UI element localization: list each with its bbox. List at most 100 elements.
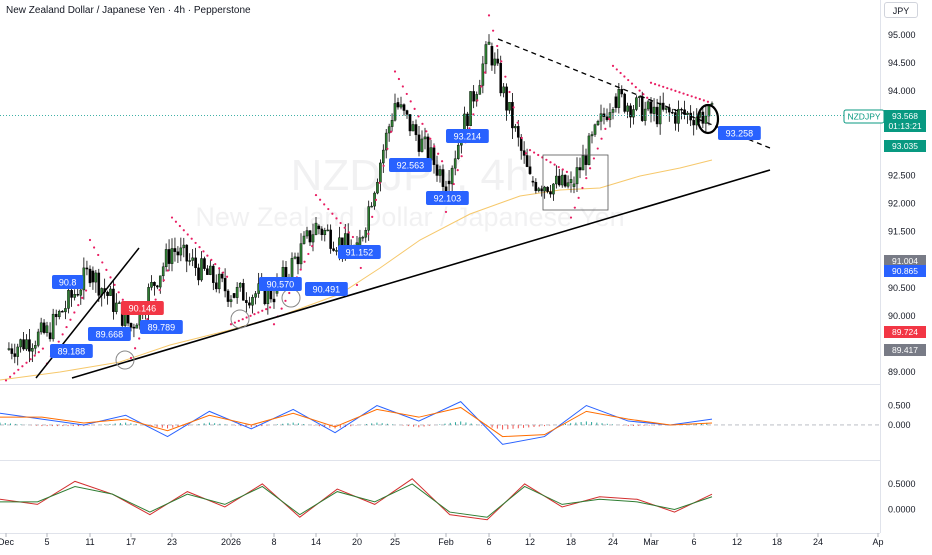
candle-body xyxy=(490,46,494,66)
candle-body xyxy=(64,308,67,313)
watermark-name: New Zealand Dollar / Japanese Yen xyxy=(195,202,624,232)
sar-dot xyxy=(265,307,268,311)
candle-body xyxy=(534,182,538,191)
axis-price-label: 01:13:21 xyxy=(888,121,921,131)
candle-body xyxy=(420,138,424,152)
macd-y-tick: 0.500 xyxy=(888,401,911,411)
candle-body xyxy=(626,105,629,112)
sar-dot xyxy=(508,90,511,94)
sar-dot xyxy=(37,351,40,354)
candle-body xyxy=(19,339,22,348)
candle-body xyxy=(220,273,224,279)
sar-dot xyxy=(61,333,64,336)
osc-y-tick: 0.0000 xyxy=(888,505,916,515)
candle-body xyxy=(423,136,427,140)
currency-button[interactable]: JPY xyxy=(884,2,918,18)
y-tick-label: 91.500 xyxy=(888,227,916,237)
candle-body xyxy=(623,93,626,112)
sar-dot xyxy=(682,92,685,95)
axis-price-box xyxy=(884,344,926,356)
candle-body xyxy=(664,107,668,110)
candle-body xyxy=(560,174,564,186)
candle-body xyxy=(57,310,61,318)
candle-body xyxy=(599,113,603,122)
sar-dot xyxy=(190,237,193,240)
sar-dot xyxy=(440,160,444,163)
sar-dot xyxy=(386,147,389,150)
consolidation-box xyxy=(542,154,609,211)
candle-body xyxy=(135,324,139,329)
price-label-text: 90.491 xyxy=(313,285,341,295)
candle-body xyxy=(158,275,162,288)
candle-body xyxy=(692,119,695,126)
sar-dot xyxy=(619,71,622,75)
axis-price-box xyxy=(884,110,926,122)
candle-body xyxy=(519,137,523,151)
sar-dot xyxy=(698,97,701,101)
sar-dot xyxy=(268,306,272,309)
sar-dot xyxy=(537,153,540,157)
sar-dot xyxy=(21,365,24,368)
candle-body xyxy=(638,96,641,98)
sar-dot xyxy=(129,356,133,360)
candle-body xyxy=(581,155,585,171)
candle-body xyxy=(76,294,80,296)
sar-dot xyxy=(206,254,209,257)
sar-dot xyxy=(686,93,689,97)
candle-body xyxy=(203,258,206,269)
sar-dot xyxy=(413,107,416,110)
sar-dot xyxy=(97,253,100,257)
sar-dot xyxy=(405,92,408,96)
candle-body xyxy=(31,348,34,352)
candle-body xyxy=(484,44,488,65)
sar-dot xyxy=(335,217,338,220)
candle-body xyxy=(552,183,555,195)
price-label-text: 90.146 xyxy=(129,304,157,314)
candle-body xyxy=(36,331,40,346)
candle-body xyxy=(314,222,318,235)
sar-dot xyxy=(146,317,149,321)
sar-dot xyxy=(65,325,68,329)
sar-dot xyxy=(138,337,141,340)
sar-dot xyxy=(280,307,283,310)
sar-dot xyxy=(658,84,661,87)
candle-body xyxy=(94,272,98,283)
candle-body xyxy=(593,124,597,135)
candle-body xyxy=(646,101,650,110)
candle-body xyxy=(453,158,457,169)
candle-body xyxy=(299,243,303,265)
x-tick-label: 12 xyxy=(732,537,742,547)
candle-body xyxy=(272,298,276,303)
sar-dot xyxy=(323,203,326,206)
sar-dot xyxy=(492,29,495,32)
candle-body xyxy=(502,86,505,94)
price-label-box xyxy=(50,344,93,358)
price-label-box xyxy=(426,191,469,205)
y-tick-label: 90.000 xyxy=(888,311,916,321)
sar-dot xyxy=(222,271,225,274)
axis-price-label: 89.724 xyxy=(892,327,918,337)
sar-dot xyxy=(444,210,448,214)
price-label-text: 93.258 xyxy=(726,129,754,139)
sar-dot xyxy=(81,296,84,299)
candle-body xyxy=(450,167,454,185)
candle-body xyxy=(549,191,552,195)
candle-body xyxy=(67,290,70,309)
sar-dot xyxy=(134,347,137,350)
price-label-text: 90.8 xyxy=(59,278,77,288)
candle-body xyxy=(361,236,365,239)
price-label-box xyxy=(121,301,164,315)
sar-dot xyxy=(109,276,112,279)
sar-dot xyxy=(549,161,552,164)
candle-body xyxy=(167,249,171,264)
candle-body xyxy=(45,325,49,333)
candle-body xyxy=(13,353,17,357)
candle-body xyxy=(635,97,638,110)
candle-body xyxy=(649,101,653,114)
candle-body xyxy=(478,85,482,95)
candle-body xyxy=(596,121,600,125)
sar-dot xyxy=(429,137,432,140)
candle-body xyxy=(129,323,133,328)
